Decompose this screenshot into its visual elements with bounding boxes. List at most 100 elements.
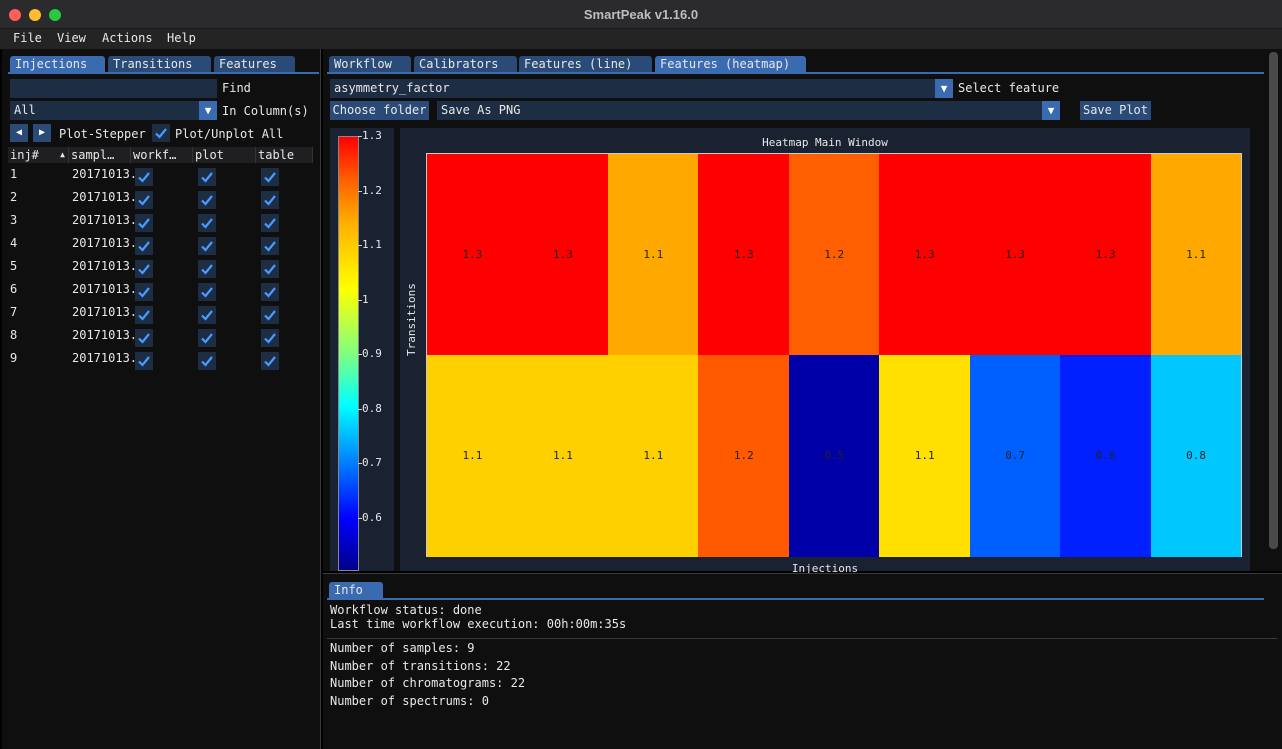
plot-checkbox[interactable] <box>198 214 216 232</box>
plot-checkbox[interactable] <box>198 260 216 278</box>
table-row[interactable]: 6 20171013. <box>8 282 313 304</box>
table-row[interactable]: 7 20171013. <box>8 305 313 327</box>
stepper-next-button[interactable]: ▶ <box>33 124 51 142</box>
colorbar-tick <box>358 354 362 355</box>
menu-file[interactable]: File <box>13 31 42 45</box>
cell-inj: 6 <box>10 282 18 296</box>
title-bar: SmartPeak v1.16.0 <box>0 0 1282 29</box>
spectrums-count-text: Number of spectrums: 0 <box>330 693 489 708</box>
table-checkbox[interactable] <box>261 191 279 209</box>
heatmap-cell: 1.1 <box>427 355 518 557</box>
tab-calibrators[interactable]: Calibrators <box>414 56 517 73</box>
heatmap-panel[interactable]: Heatmap Main Window Transitions Injectio… <box>400 128 1250 575</box>
table-row[interactable]: 1 20171013. <box>8 167 313 189</box>
table-row[interactable]: 2 20171013. <box>8 190 313 212</box>
table-checkbox[interactable] <box>261 237 279 255</box>
stepper-prev-button[interactable]: ◀ <box>10 124 28 142</box>
tab-features-heatmap[interactable]: Features (heatmap) <box>655 56 806 73</box>
heatmap-cell: 1.3 <box>517 154 609 356</box>
transitions-count-text: Number of transitions: 22 <box>330 658 511 673</box>
vertical-scrollbar[interactable] <box>1269 52 1278 549</box>
tab-features[interactable]: Features <box>214 56 295 73</box>
column-select-dropdown-icon[interactable]: ▼ <box>199 101 217 120</box>
col-header-inj[interactable]: inj# ▲ <box>8 147 69 163</box>
colorbar <box>338 136 359 571</box>
plot-all-checkbox[interactable] <box>152 124 170 142</box>
colorbar-tick <box>358 136 362 137</box>
info-pane <box>323 573 1282 749</box>
tab-workflow[interactable]: Workflow <box>329 56 411 73</box>
cell-sample: 20171013. <box>72 213 138 227</box>
colorbar-tick-label: 0.8 <box>362 401 382 415</box>
cell-sample: 20171013. <box>72 236 138 250</box>
heatmap-xlabel: Injections <box>791 562 859 575</box>
table-checkbox[interactable] <box>261 306 279 324</box>
tab-info[interactable]: Info <box>329 582 383 599</box>
table-row[interactable]: 3 20171013. <box>8 213 313 235</box>
find-label: Find <box>222 81 251 95</box>
menu-actions[interactable]: Actions <box>102 31 153 45</box>
colorbar-tick-label: 0.6 <box>362 510 382 524</box>
workflow-checkbox[interactable] <box>135 214 153 232</box>
table-checkbox[interactable] <box>261 329 279 347</box>
heatmap-cell: 1.3 <box>698 154 790 356</box>
plot-checkbox[interactable] <box>198 329 216 347</box>
find-input[interactable] <box>10 79 217 98</box>
heatmap-cell: 1.1 <box>607 154 699 356</box>
workflow-checkbox[interactable] <box>135 191 153 209</box>
workflow-checkbox[interactable] <box>135 306 153 324</box>
tab-features-line[interactable]: Features (line) <box>519 56 652 73</box>
tab-transitions[interactable]: Transitions <box>108 56 211 73</box>
col-header-plot[interactable]: plot <box>193 147 256 163</box>
table-row[interactable]: 5 20171013. <box>8 259 313 281</box>
table-checkbox[interactable] <box>261 283 279 301</box>
plot-checkbox[interactable] <box>198 306 216 324</box>
workflow-checkbox[interactable] <box>135 329 153 347</box>
table-checkbox[interactable] <box>261 352 279 370</box>
window-title: SmartPeak v1.16.0 <box>583 7 699 22</box>
workflow-status-text: Workflow status: done <box>330 603 482 617</box>
maximize-window-button[interactable] <box>49 9 61 21</box>
choose-folder-button[interactable]: Choose folder <box>330 101 429 120</box>
table-row[interactable]: 8 20171013. <box>8 328 313 350</box>
menu-view[interactable]: View <box>57 31 86 45</box>
workflow-checkbox[interactable] <box>135 260 153 278</box>
tab-injections[interactable]: Injections <box>10 56 105 73</box>
minimize-window-button[interactable] <box>29 9 41 21</box>
info-status: Workflow status: done Last time workflow… <box>330 603 626 631</box>
heatmap-cell: 0.7 <box>969 355 1061 557</box>
info-divider <box>327 638 1277 639</box>
table-row[interactable]: 4 20171013. <box>8 236 313 258</box>
plot-checkbox[interactable] <box>198 237 216 255</box>
cell-inj: 8 <box>10 328 18 342</box>
workflow-checkbox[interactable] <box>135 168 153 186</box>
column-select[interactable]: All <box>10 101 199 120</box>
save-format-dropdown-icon[interactable]: ▼ <box>1042 101 1060 120</box>
workflow-checkbox[interactable] <box>135 283 153 301</box>
table-checkbox[interactable] <box>261 168 279 186</box>
workflow-checkbox[interactable] <box>135 237 153 255</box>
cell-inj: 4 <box>10 236 18 250</box>
heatmap-cell: 1.1 <box>1150 154 1242 356</box>
colorbar-tick-label: 1 <box>362 292 369 306</box>
feature-select[interactable]: asymmetry_factor <box>330 79 935 98</box>
col-header-sample[interactable]: sampl… <box>69 147 131 163</box>
plot-checkbox[interactable] <box>198 191 216 209</box>
select-feature-label: Select feature <box>958 81 1060 95</box>
menu-help[interactable]: Help <box>167 31 196 45</box>
save-plot-button[interactable]: Save Plot <box>1080 101 1151 120</box>
workflow-checkbox[interactable] <box>135 352 153 370</box>
plot-checkbox[interactable] <box>198 168 216 186</box>
plot-checkbox[interactable] <box>198 352 216 370</box>
col-header-workflow[interactable]: workf… <box>131 147 193 163</box>
close-window-button[interactable] <box>9 9 21 21</box>
heatmap-cell: 1.1 <box>879 355 971 557</box>
feature-select-dropdown-icon[interactable]: ▼ <box>935 79 953 98</box>
col-header-table[interactable]: table <box>256 147 313 163</box>
plot-checkbox[interactable] <box>198 283 216 301</box>
table-row[interactable]: 9 20171013. <box>8 351 313 373</box>
heatmap-cell: 1.2 <box>698 355 790 557</box>
table-checkbox[interactable] <box>261 260 279 278</box>
save-format-select[interactable]: Save As PNG <box>437 101 1042 120</box>
table-checkbox[interactable] <box>261 214 279 232</box>
